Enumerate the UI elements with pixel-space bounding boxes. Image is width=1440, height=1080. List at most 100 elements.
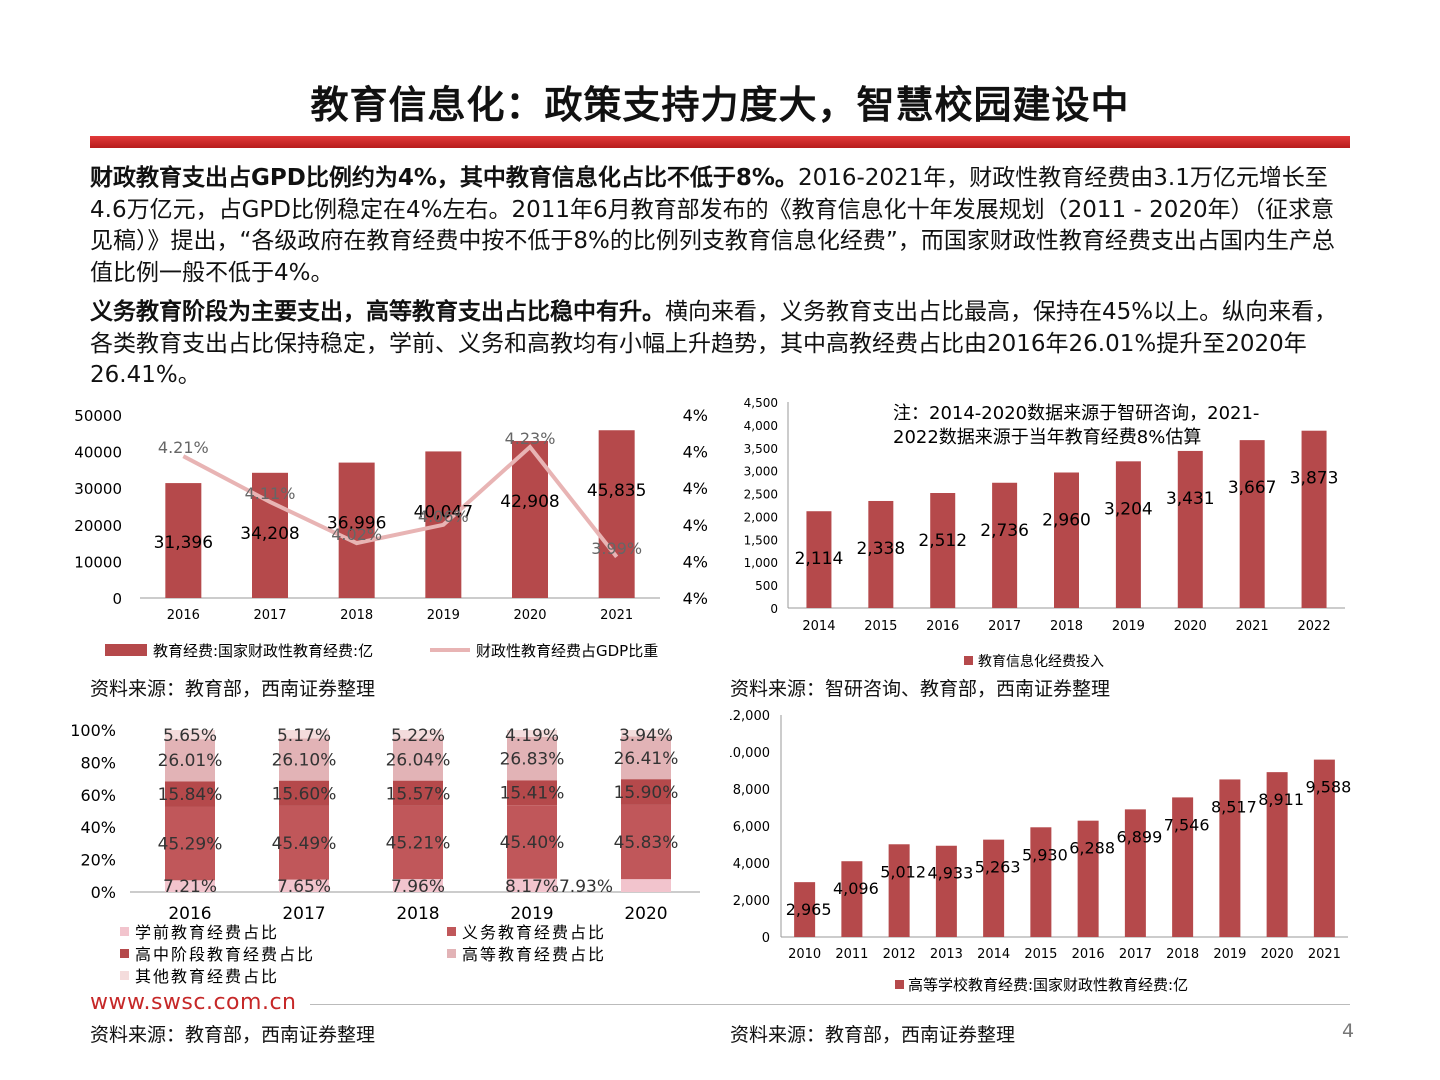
- stack-segment: [393, 805, 443, 880]
- segment-data-label: 7.96%: [391, 877, 445, 897]
- gdp-ratio-line: [182, 444, 619, 559]
- y-tick-label: 4,000: [744, 419, 778, 433]
- x-tick-label: 2017: [1119, 947, 1152, 962]
- legend-label: 高等教育经费占比: [462, 945, 606, 964]
- stack-segment: [279, 805, 329, 880]
- segment-data-label: 5.65%: [163, 726, 217, 746]
- bar: [841, 861, 863, 937]
- bar: [512, 440, 548, 598]
- legend-swatch-bar: [964, 656, 973, 665]
- bar: [1030, 827, 1052, 937]
- stack-segment: [621, 804, 671, 880]
- x-tick-label: 2022: [1298, 619, 1331, 634]
- source-note-chart-4: 资料来源：教育部，西南证券整理: [730, 1024, 1016, 1046]
- bar-data-label: 7,546: [1164, 815, 1210, 834]
- y-tick-label: 2,000: [744, 510, 778, 524]
- paragraph-1-lead: 财政教育支出占GPD比例约为4%，其中教育信息化占比不低于8%。: [90, 165, 798, 191]
- segment-data-label: 45.49%: [272, 834, 337, 854]
- stack-segment: [507, 736, 557, 781]
- x-tick-label: 2018: [340, 608, 373, 623]
- stack-segment: [621, 736, 671, 780]
- bar: [1239, 440, 1265, 608]
- x-tick-label: 2019: [1112, 619, 1145, 634]
- line-data-label: 4.06%: [418, 507, 469, 526]
- chart-education-spending-share: 0% 20% 40% 60% 80% 100% 2016 2017 2018 2019 2020 7.…: [70, 721, 700, 986]
- x-tick-label: 2018: [1050, 619, 1083, 634]
- website-link[interactable]: www.swsc.com.cn: [90, 990, 297, 1015]
- y-tick-label: 0%: [91, 883, 116, 902]
- stack-segment: [165, 806, 215, 881]
- stack-segment: [279, 879, 329, 892]
- bar: [868, 500, 894, 608]
- bar: [1172, 797, 1194, 937]
- x-tick-label: 2016: [168, 904, 211, 924]
- bar: [165, 483, 202, 598]
- y-tick-label: 10,000: [730, 746, 770, 761]
- x-tick-label: 2010: [788, 947, 821, 962]
- bar: [935, 845, 957, 937]
- y-tick-label: 4,500: [744, 396, 778, 410]
- stack-segment: [165, 880, 215, 892]
- stack-segment: [621, 879, 671, 892]
- legend-label: 高等学校教育经费:国家财政性教育经费:亿: [908, 976, 1188, 994]
- segment-data-label: 26.41%: [614, 749, 679, 769]
- y-tick-label-right: 4%: [683, 443, 708, 462]
- segment-data-label: 8.17%: [505, 877, 559, 897]
- bar-data-label: 3,431: [1166, 489, 1215, 509]
- stack-segment: [279, 738, 329, 781]
- segment-data-label: 45.40%: [500, 833, 565, 853]
- bar-data-label: 6,899: [1116, 827, 1162, 846]
- bar-data-label: 2,114: [795, 549, 844, 569]
- legend-label: 学前教育经费占比: [135, 923, 279, 942]
- x-tick-label: 2020: [513, 608, 546, 623]
- x-tick-label: 2020: [624, 904, 667, 924]
- legend-swatch-bar: [895, 980, 904, 989]
- bar-data-label: 2,512: [918, 531, 967, 551]
- bar-data-label: 5,263: [975, 858, 1021, 877]
- stack-segment: [507, 730, 557, 737]
- y-tick-label: 8,000: [733, 783, 770, 798]
- bar: [1115, 461, 1141, 608]
- bar-data-label: 2,736: [980, 521, 1029, 541]
- legend-label: 教育信息化经费投入: [978, 653, 1104, 670]
- y-tick-label: 500: [755, 579, 778, 593]
- segment-data-label: 5.22%: [391, 726, 445, 746]
- bar: [1177, 450, 1203, 608]
- chart-fiscal-education-spending: 0 10000 20000 30000 40000 50000 4% 4% 4% 4% 4% 4% 20…: [74, 406, 708, 660]
- x-tick-label: 2020: [1261, 947, 1294, 962]
- bar-data-label: 8,517: [1211, 797, 1257, 816]
- x-tick-label: 2021: [1236, 619, 1269, 634]
- bar: [930, 493, 956, 608]
- title-divider-bar: [90, 136, 1350, 148]
- stack-segment: [621, 730, 671, 737]
- y-tick-label-right: 4%: [683, 479, 708, 498]
- stack-segment: [165, 739, 215, 782]
- bar-data-label: 8,911: [1258, 790, 1304, 809]
- x-tick-label: 2021: [1308, 947, 1341, 962]
- y-tick-label: 4,000: [733, 857, 770, 872]
- bar-data-label: 34,208: [240, 524, 299, 544]
- bar-data-label: 36,996: [327, 514, 386, 534]
- y-tick-label: 2,500: [744, 488, 778, 502]
- y-tick-label: 3,500: [744, 442, 778, 456]
- segment-data-label: 7.65%: [277, 877, 331, 897]
- bar-data-label: 5,012: [880, 862, 926, 881]
- x-tick-label: 2016: [167, 608, 200, 623]
- paragraph-fiscal-spending: 财政教育支出占GPD比例约为4%，其中教育信息化占比不低于8%。2016-202…: [90, 163, 1352, 289]
- x-tick-label: 2019: [510, 904, 553, 924]
- bar: [338, 462, 375, 598]
- chart-informatization-investment: 0 500 1,000 1,500 2,000 2,500 3,000 3,500 4,000 4…: [744, 396, 1345, 670]
- bar: [983, 839, 1005, 937]
- legend-swatch: [120, 971, 129, 980]
- segment-data-label: 15.90%: [614, 783, 679, 803]
- x-tick-label: 2017: [282, 904, 325, 924]
- bar-data-label: 3,204: [1104, 499, 1153, 519]
- legend-swatch: [447, 927, 456, 936]
- y-tick-label: 6,000: [733, 820, 770, 835]
- y-tick-label-right: 4%: [683, 589, 708, 608]
- y-tick-label: 1,500: [744, 533, 778, 547]
- stack-segment: [507, 878, 557, 892]
- page-title: 教育信息化：政策支持力度大，智慧校园建设中: [310, 83, 1130, 127]
- x-tick-label: 2019: [427, 608, 460, 623]
- stack-segment: [393, 780, 443, 806]
